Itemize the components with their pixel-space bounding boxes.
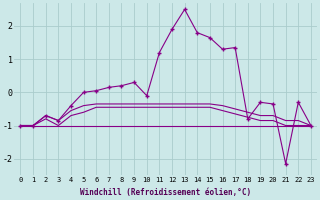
X-axis label: Windchill (Refroidissement éolien,°C): Windchill (Refroidissement éolien,°C) [80, 188, 251, 197]
